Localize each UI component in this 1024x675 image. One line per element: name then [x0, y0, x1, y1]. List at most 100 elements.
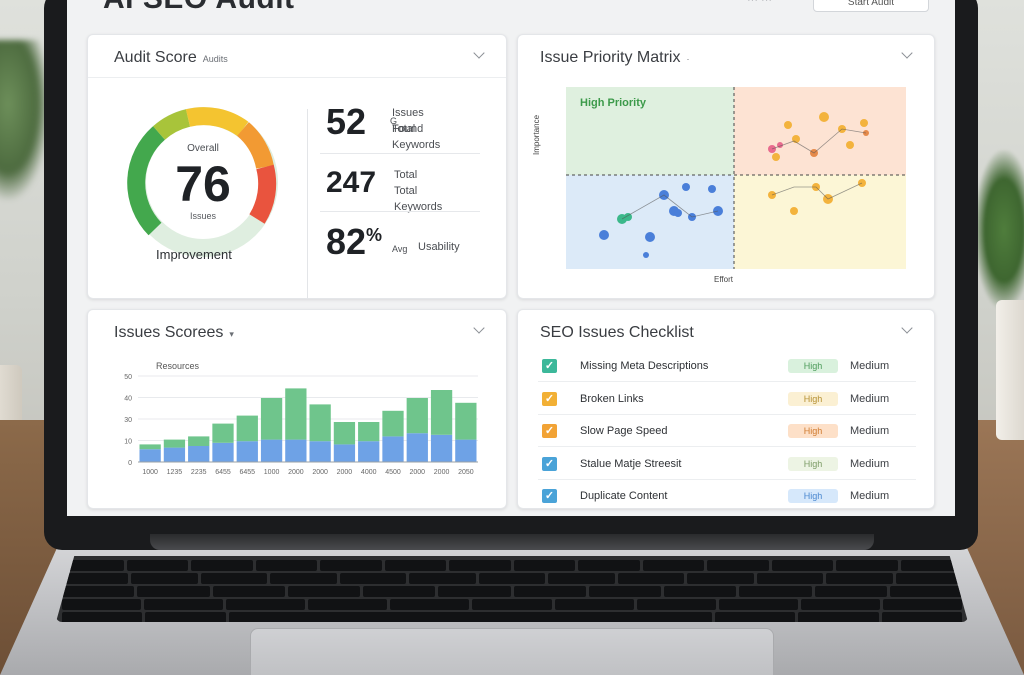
stat-suffix: G — [390, 116, 398, 126]
chevron-down-icon[interactable] — [474, 324, 484, 334]
x-tick-label: 4000 — [361, 469, 377, 476]
priority-badge: High — [788, 424, 838, 438]
bar-upper — [212, 423, 234, 443]
issues-scores-chart: Resources 0 10 30 40 50 1000 1235 2235 6455 6455 10… — [124, 361, 478, 476]
checklist-item[interactable]: ✓ Slow Page Speed High Medium — [538, 415, 916, 447]
stat-label-line2: Total Keywords — [392, 123, 441, 151]
audit-score-title-text: Audit Score — [114, 49, 197, 66]
bar-upper — [260, 398, 283, 440]
bar-upper — [285, 388, 307, 440]
checkbox[interactable]: ✓ — [542, 424, 557, 438]
stat-separator — [320, 153, 480, 154]
bar-upper — [236, 415, 258, 442]
stat-number: 247 — [326, 166, 377, 199]
bar-lower — [406, 433, 428, 462]
checkbox[interactable]: ✓ — [542, 456, 557, 471]
chevron-down-icon[interactable] — [474, 49, 484, 59]
bar-lower — [285, 439, 307, 462]
laptop-trackpad — [250, 628, 774, 675]
matrix-points — [566, 87, 906, 269]
gauge-bottom-text: Issues — [189, 211, 216, 221]
stat-value: 52 — [326, 101, 366, 143]
x-tick-label: 2050 — [458, 469, 474, 476]
chart-legend: Resources — [156, 361, 200, 371]
checklist-item[interactable]: ✓ Missing Meta Descriptions High Medium — [538, 350, 916, 382]
severity-label: Medium — [850, 360, 890, 372]
stat-value: 82% — [326, 221, 382, 263]
bar-lower — [358, 441, 380, 462]
x-tick-label: 6455 — [239, 469, 255, 476]
priority-matrix-title: Issue Priority Matrix · — [540, 49, 689, 67]
priority-matrix-title-text: Issue Priority Matrix — [540, 49, 681, 66]
gauge-ring — [127, 107, 278, 257]
severity-label: Medium — [850, 425, 890, 437]
x-tick-label: 6455 — [215, 469, 231, 476]
quadrant-label: High Priority — [580, 97, 647, 109]
priority-badge: High — [788, 359, 838, 373]
checkbox[interactable]: ✓ — [542, 359, 557, 373]
stat-extra: Avg — [392, 244, 408, 254]
stat-separator — [320, 211, 480, 212]
checklist-item[interactable]: ✓ Duplicate Content High Medium — [538, 480, 916, 512]
checklist-item-label: Slow Page Speed — [580, 425, 668, 437]
checklist-item-label: Missing Meta Descriptions — [580, 360, 709, 372]
quadrant-top-right — [734, 87, 906, 175]
checklist-item-label: Stalue Matje Streesit — [580, 457, 682, 470]
issues-scores-title-text: Issues Scorees — [114, 324, 224, 341]
bar-lower — [236, 441, 258, 462]
bar-upper — [358, 422, 380, 442]
audit-score-card: Audit Score Audits Overall 76 Issues Impr… — [87, 34, 507, 299]
audit-score-value: 76 — [175, 156, 231, 212]
chevron-down-icon[interactable] — [902, 324, 912, 334]
bar-upper — [163, 439, 186, 448]
bar-lower — [430, 434, 453, 462]
x-tick-label: 2000 — [312, 469, 328, 476]
priority-badge: High — [788, 456, 838, 471]
stat-percent: % — [366, 225, 383, 245]
x-tick-label: 1000 — [142, 469, 158, 476]
y-axis-label: Importance — [532, 114, 541, 155]
bar-lower — [382, 436, 404, 462]
quadrant-bottom-left — [566, 175, 734, 269]
audit-score-title: Audit Score Audits — [114, 49, 228, 67]
bar-upper — [455, 402, 477, 440]
priority-matrix: High Priority — [566, 87, 906, 269]
priority-badge: High — [788, 391, 838, 406]
bar-upper — [406, 398, 428, 434]
quadrant-high-priority — [566, 87, 734, 175]
card-divider — [88, 77, 506, 78]
header-button[interactable]: Start Audit — [813, 0, 929, 12]
y-tick-label: 30 — [124, 417, 132, 424]
stat-label-line1: Total — [394, 169, 418, 181]
x-tick-label: 2000 — [337, 469, 353, 476]
page-title: AI SEO Audit — [103, 0, 295, 16]
stat-label-line2: Usability — [418, 241, 460, 253]
checklist-item[interactable]: ✓ Stalue Matje Streesit High Medium — [538, 448, 916, 480]
bar-lower — [309, 441, 331, 462]
laptop-screen: AI SEO Audit ··· ··· Start Audit Audit S… — [67, 0, 955, 516]
bar-upper — [333, 422, 356, 445]
gauge-top-text: Overall — [187, 143, 219, 154]
background-plant-left — [0, 40, 50, 200]
stats-divider — [307, 109, 308, 299]
stat-number: 82 — [326, 221, 367, 262]
audit-score-title-badge: Audits — [202, 54, 228, 64]
priority-badge: High — [788, 489, 838, 503]
header-meta: ··· ··· — [747, 0, 773, 6]
x-tick-label: 4500 — [385, 469, 401, 476]
bar-upper — [188, 436, 210, 446]
chevron-down-icon[interactable] — [902, 49, 912, 59]
checklist-item[interactable]: ✓ Broken Links High Medium — [538, 383, 916, 415]
background-pot-right — [996, 300, 1024, 440]
laptop-hinge — [150, 534, 874, 550]
x-axis-label: Effort — [714, 275, 733, 284]
stat-value: 247 — [326, 166, 376, 200]
stat-label-line2: Total Keywords — [394, 185, 443, 213]
laptop-keyboard — [56, 556, 968, 622]
severity-label: Medium — [850, 457, 890, 470]
checkbox[interactable]: ✓ — [542, 391, 557, 406]
checkbox[interactable]: ✓ — [542, 489, 557, 503]
bar-lower — [333, 444, 356, 462]
x-tick-label: 2235 — [191, 469, 207, 476]
bar-upper — [382, 410, 404, 437]
